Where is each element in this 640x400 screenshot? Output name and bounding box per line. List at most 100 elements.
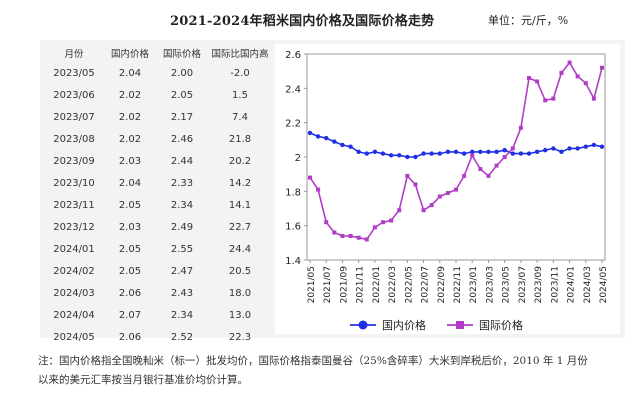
x-tick-label: 2023/07 <box>518 266 528 303</box>
cell-premium: 22.3 <box>228 331 252 343</box>
x-tick-label: 2023/11 <box>550 266 560 303</box>
data-point <box>567 146 572 151</box>
table-row: 2024/04 2.07 2.34 13.0 <box>44 304 272 326</box>
cell-premium: 22.7 <box>228 221 252 233</box>
data-point <box>356 149 361 155</box>
cell-month: 2023/12 <box>53 221 95 233</box>
data-point <box>413 154 418 160</box>
data-point <box>397 153 402 158</box>
chart-title: 2021-2024年稻米国内价格及国际价格走势 <box>170 14 435 29</box>
data-point <box>454 187 458 192</box>
data-point <box>575 146 580 151</box>
data-point <box>372 225 377 230</box>
cell-international: 2.05 <box>170 89 194 101</box>
cell-month: 2024/01 <box>53 243 95 255</box>
data-point <box>551 146 556 151</box>
cell-month: 2023/05 <box>53 67 95 79</box>
cell-domestic: 2.04 <box>118 67 142 79</box>
data-point <box>372 149 378 155</box>
data-point <box>307 130 313 136</box>
table-row: 2024/01 2.05 2.55 24.4 <box>44 238 272 260</box>
header-domestic: 国内价格 <box>110 49 149 60</box>
data-point <box>308 175 312 180</box>
data-point <box>583 144 588 149</box>
data-point <box>478 167 483 172</box>
plot-area <box>306 53 606 261</box>
table-header-row: 月份 国内价格 国际价格 国际比国内高 <box>44 44 272 62</box>
x-tick-label: 2022/11 <box>453 266 463 303</box>
cell-domestic: 2.06 <box>118 287 142 299</box>
data-point <box>543 98 548 103</box>
x-tick-label: 2022/01 <box>372 266 382 303</box>
data-point <box>502 155 507 159</box>
data-point <box>559 70 564 75</box>
table-row: 2023/06 2.02 2.05 1.5 <box>44 84 272 106</box>
cell-international: 2.52 <box>170 331 194 343</box>
cell-international: 2.47 <box>170 265 194 277</box>
data-point <box>429 151 434 156</box>
data-point <box>470 153 475 158</box>
cell-domestic: 2.05 <box>118 243 142 255</box>
cell-international: 2.49 <box>170 221 194 233</box>
data-point <box>445 149 451 155</box>
data-point <box>397 208 402 213</box>
data-point <box>413 182 418 187</box>
cell-domestic: 2.06 <box>118 331 142 343</box>
data-point <box>567 60 572 65</box>
cell-month: 2024/04 <box>53 309 95 321</box>
data-point <box>591 142 597 148</box>
table-row: 2023/05 2.04 2.00 -2.0 <box>44 62 272 84</box>
table-row: 2023/09 2.03 2.44 20.2 <box>44 150 272 172</box>
cell-month: 2023/06 <box>53 89 95 101</box>
cell-premium: -2.0 <box>230 67 250 79</box>
price-table: 月份 国内价格 国际价格 国际比国内高 2023/05 2.04 2.00 -2.0 … <box>44 44 272 348</box>
cell-domestic: 2.03 <box>118 155 142 167</box>
data-point <box>421 208 426 213</box>
legend-label: 国际价格 <box>479 318 523 332</box>
header-month: 月份 <box>64 49 84 60</box>
data-point <box>380 151 386 156</box>
data-point <box>494 149 499 155</box>
y-tick-label: 2.2 <box>285 119 301 130</box>
cell-domestic: 2.04 <box>118 177 142 189</box>
cell-premium: 21.8 <box>228 133 252 145</box>
data-point <box>591 96 596 101</box>
cell-premium: 14.1 <box>228 199 252 211</box>
unit-label: 单位：元/斤，% <box>488 14 569 27</box>
table-row: 2023/07 2.02 2.17 7.4 <box>44 106 272 128</box>
table-row: 2024/05 2.06 2.52 22.3 <box>44 326 272 348</box>
data-point <box>462 173 467 178</box>
y-tick-label: 1.8 <box>285 187 301 198</box>
x-tick-label: 2021/09 <box>339 266 349 304</box>
data-point <box>575 74 580 79</box>
cell-premium: 14.2 <box>228 177 252 189</box>
data-point <box>348 233 353 238</box>
data-point <box>518 151 524 156</box>
y-tick-label: 1.4 <box>285 256 301 267</box>
x-tick-label: 2023/05 <box>502 266 512 303</box>
cell-international: 2.46 <box>170 133 194 145</box>
data-point <box>356 235 361 240</box>
data-point <box>381 220 385 225</box>
data-point <box>534 149 540 155</box>
cell-international: 2.34 <box>170 309 194 321</box>
data-point <box>470 149 475 155</box>
table-row: 2023/10 2.04 2.33 14.2 <box>44 172 272 194</box>
data-point <box>486 173 491 178</box>
data-point <box>315 134 321 139</box>
data-point <box>599 144 605 149</box>
cell-domestic: 2.02 <box>118 133 142 145</box>
legend-marker <box>456 321 464 329</box>
cell-premium: 7.4 <box>232 111 248 123</box>
cell-domestic: 2.07 <box>118 309 142 321</box>
data-point <box>461 151 467 156</box>
footnote: 注：国内价格指全国晚籼米（标一）批发均价，国际价格指泰国曼谷（25%含碎率）大米… <box>38 355 588 386</box>
data-point <box>535 79 540 84</box>
data-point <box>494 163 499 168</box>
x-tick-label: 2023/01 <box>469 266 479 303</box>
legend-marker <box>358 320 368 330</box>
data-point <box>332 230 337 235</box>
legend-label: 国内价格 <box>382 318 426 332</box>
data-point <box>478 149 483 155</box>
table-row: 2024/03 2.06 2.43 18.0 <box>44 282 272 304</box>
